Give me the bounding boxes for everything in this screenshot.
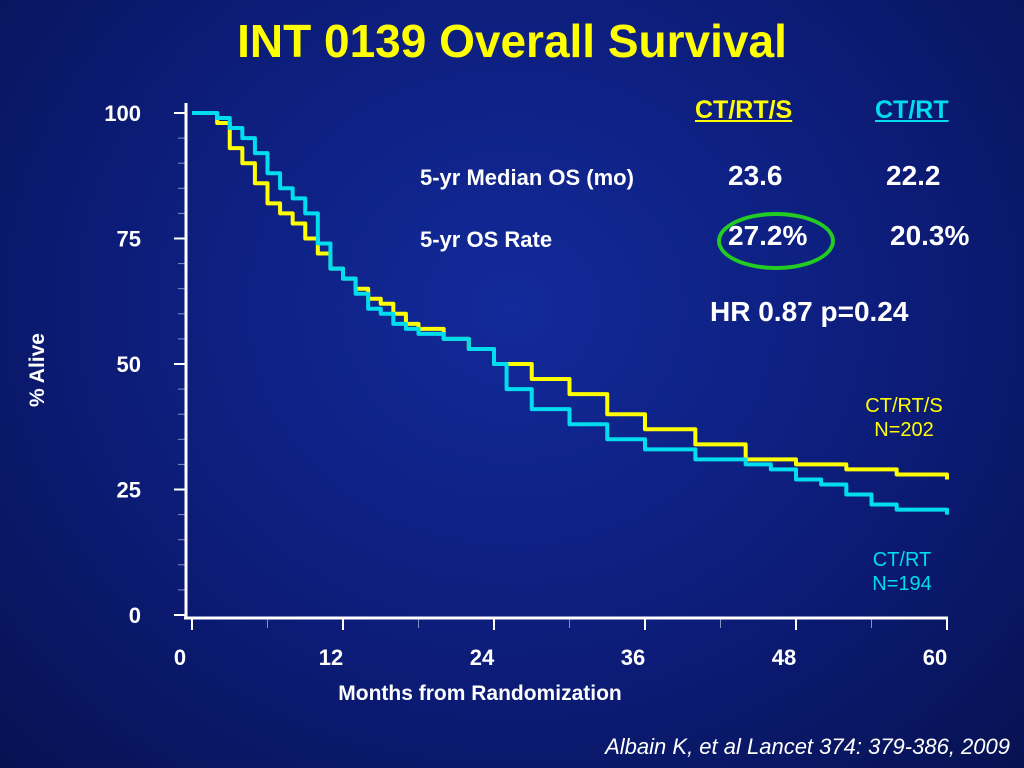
- slide-title: INT 0139 Overall Survival: [237, 15, 787, 67]
- y-tick-label: 25: [117, 478, 141, 503]
- median-os-label: 5-yr Median OS (mo): [420, 165, 634, 190]
- series-lines: [192, 111, 949, 515]
- x-tick-label: 36: [621, 645, 645, 670]
- os-rate-ctrt: 20.3%: [890, 220, 970, 251]
- legend-ctrts: CT/RT/S N=202: [834, 394, 974, 442]
- header-ctrt: CT/RT: [875, 96, 949, 124]
- os-rate-ctrts: 27.2%: [728, 220, 808, 251]
- x-ticks: 0 12 24 36 48 60: [174, 618, 948, 670]
- series-ctrt-line: [192, 111, 949, 515]
- header-ctrts: CT/RT/S: [695, 96, 793, 124]
- x-axis-title: Months from Randomization: [338, 682, 621, 705]
- y-tick-label: 0: [129, 603, 141, 628]
- x-tick-label: 0: [174, 645, 186, 670]
- median-os-ctrts: 23.6: [728, 160, 783, 191]
- x-tick-label: 60: [923, 645, 947, 670]
- legend-ctrt: CT/RT N=194: [832, 548, 972, 596]
- legend-ctrt-name: CT/RT: [872, 549, 932, 571]
- median-os-ctrt: 22.2: [886, 160, 941, 191]
- legend-ctrts-n: N=202: [874, 419, 934, 441]
- y-ticks: 0 25 50 75 100: [104, 101, 186, 628]
- legend-ctrts-name: CT/RT/S: [865, 395, 943, 417]
- legend-ctrt-n: N=194: [872, 573, 932, 595]
- x-tick-label: 24: [470, 645, 495, 670]
- series-ctrts-line: [192, 111, 949, 480]
- y-tick-label: 100: [104, 101, 141, 126]
- x-tick-label: 48: [772, 645, 796, 670]
- citation: Albain K, et al Lancet 374: 379-386, 200…: [605, 734, 1010, 759]
- y-axis-title: % Alive: [26, 333, 49, 407]
- x-tick-label: 12: [319, 645, 343, 670]
- y-tick-label: 75: [117, 227, 141, 252]
- y-tick-label: 50: [117, 352, 141, 377]
- highlight-ellipse: [717, 212, 835, 270]
- hazard-ratio-text: HR 0.87 p=0.24: [710, 296, 909, 327]
- os-rate-label: 5-yr OS Rate: [420, 227, 553, 252]
